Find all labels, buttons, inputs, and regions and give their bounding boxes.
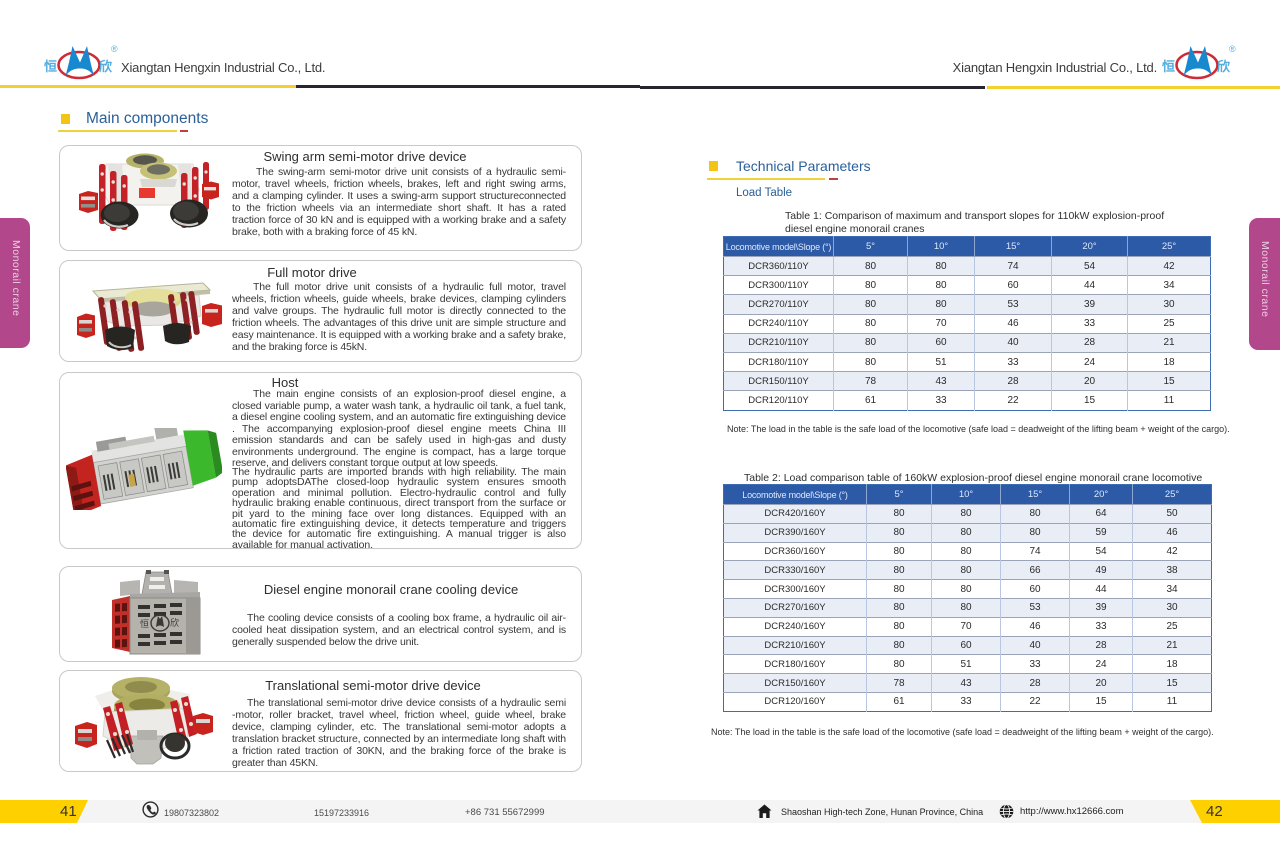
- svg-text:恒: 恒: [1162, 59, 1175, 74]
- svg-text:恒: 恒: [140, 618, 149, 629]
- svg-text:恒: 恒: [44, 59, 57, 74]
- svg-text:欣: 欣: [99, 59, 113, 74]
- svg-text:®: ®: [1229, 44, 1236, 54]
- svg-text:®: ®: [111, 44, 118, 54]
- svg-text:欣: 欣: [170, 617, 179, 628]
- svg-text:欣: 欣: [1217, 59, 1231, 74]
